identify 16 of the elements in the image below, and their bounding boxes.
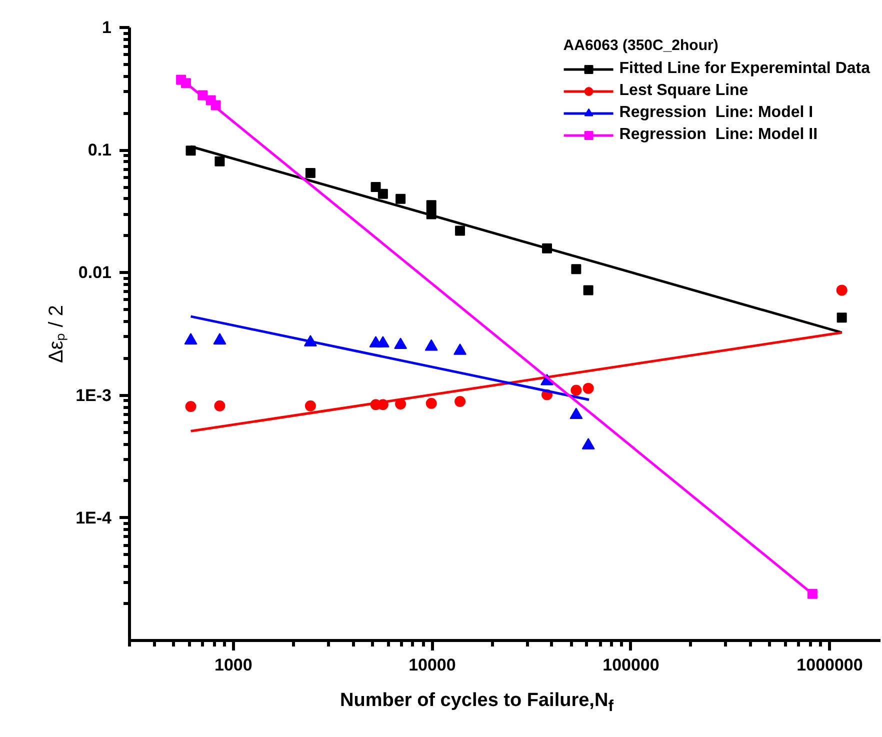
x-tick-label: 10000 [408,656,456,674]
x-tick-label: 1000000 [796,656,863,674]
legend-label: Fitted Line for Experemintal Data [619,60,870,78]
y-tick-label: 0.01 [78,263,112,282]
x-tick-label: 1000 [214,656,252,674]
y-tick-label: 1E-3 [76,386,112,405]
legend-label: Regression Line: Model I [619,104,814,122]
x-axis-title: Number of cycles to Failure,N$_{f}$ [340,689,614,717]
legend-title: AA6063 (350C_2hour) [563,37,720,54]
legend-label: Lest Square Line [619,82,748,100]
x-tick-label: 100000 [602,656,660,674]
legend-label: Regression Line: Model II [619,126,818,144]
y-axis-title: Δεₚ / 2 [46,304,68,364]
y-tick-label: 1E-4 [76,508,112,528]
y-tick-label: 1 [102,18,112,37]
y-tick-label: 0.1 [88,140,112,160]
